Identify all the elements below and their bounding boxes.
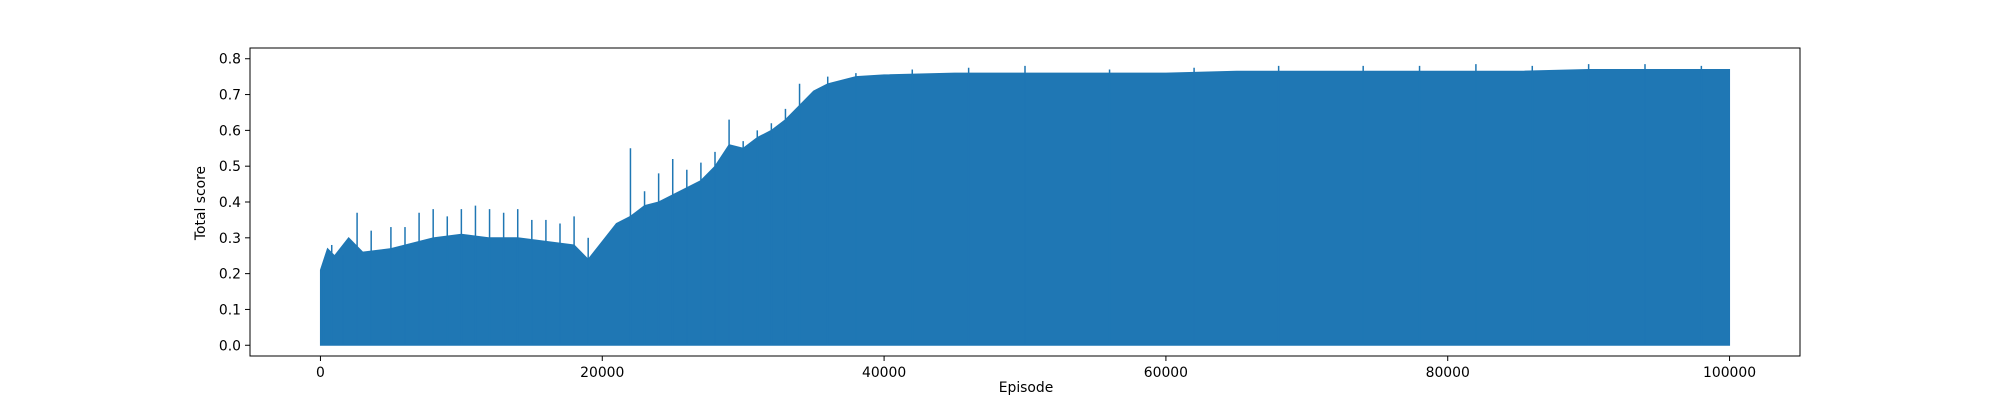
y-tick-label: 0.4 [219, 195, 241, 211]
y-tick-label: 0.7 [219, 88, 241, 104]
x-tick-label: 80000 [1426, 365, 1470, 381]
x-tick-label: 20000 [580, 365, 624, 381]
y-tick-label: 0.6 [219, 123, 241, 139]
series-layer [319, 64, 1731, 346]
axes-layer: 0 20000 40000 60000 80000 100000 0.0 0.1 0.2 0.3 0… [219, 47, 1801, 381]
y-tick-label: 0.8 [219, 52, 241, 68]
x-tick-label: 100000 [1703, 365, 1756, 381]
y-tick-label: 0.5 [219, 159, 241, 175]
x-tick-label: 60000 [1144, 365, 1188, 381]
y-tick-label: 0.1 [219, 302, 241, 318]
x-tick-label: 0 [316, 365, 325, 381]
y-tick-label: 0.2 [219, 267, 241, 283]
x-axis-label: Episode [999, 380, 1054, 396]
y-tick-label: 0.3 [219, 231, 241, 247]
y-tick-label: 0.0 [219, 338, 241, 354]
y-axis-label: Total score [193, 166, 209, 241]
x-tick-label: 40000 [862, 365, 906, 381]
